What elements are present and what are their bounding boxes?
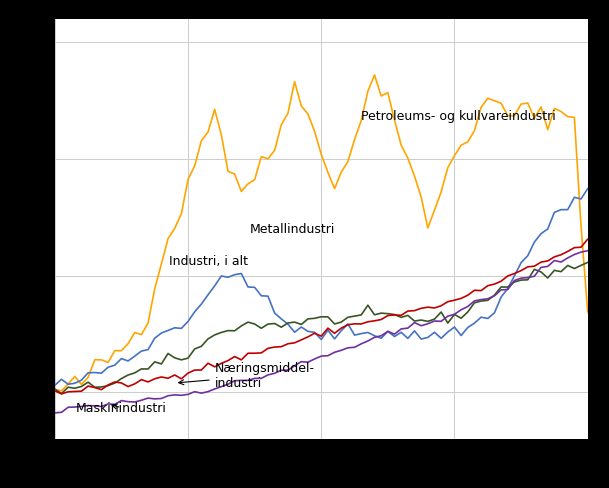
- Text: Næringsmiddel-
industri: Næringsmiddel- industri: [178, 362, 315, 389]
- Text: Metallindustri: Metallindustri: [249, 223, 335, 236]
- Text: Petroleums- og kullvareindustri: Petroleums- og kullvareindustri: [361, 109, 556, 122]
- Text: Industri, i alt: Industri, i alt: [169, 254, 248, 267]
- Text: Maskinindustri: Maskinindustri: [76, 402, 167, 414]
